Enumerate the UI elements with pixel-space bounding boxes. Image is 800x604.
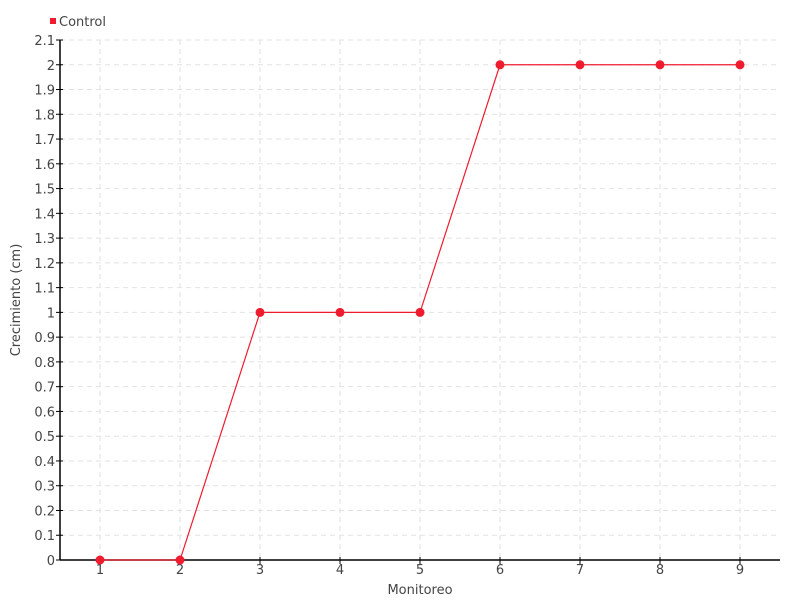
data-point [575, 60, 585, 70]
y-tick-label: 1.7 [34, 133, 55, 148]
data-point [175, 555, 185, 565]
x-axis-label: Monitoreo [387, 583, 452, 598]
y-tick-label: 0.1 [34, 529, 55, 544]
data-point [335, 307, 345, 317]
y-tick-label: 1.2 [34, 257, 55, 272]
y-tick-label: 1.1 [34, 282, 55, 297]
y-tick-label: 0.6 [34, 405, 55, 420]
data-point [735, 60, 745, 70]
y-tick-label: 1.8 [34, 108, 55, 123]
axes: 0 0.1 0.2 0.3 0.4 0.5 0.6 0.7 0.8 0.9 1 1.1 1.2 1.3 1.… [34, 34, 780, 578]
x-tick-label: 9 [736, 563, 744, 578]
data-point [495, 60, 505, 70]
legend-swatch [50, 18, 56, 24]
y-tick-label: 0 [47, 554, 55, 569]
y-tick-label: 1.9 [34, 84, 55, 99]
y-tick-label: 0.4 [34, 455, 55, 470]
y-tick-label: 1.5 [34, 183, 55, 198]
series [95, 60, 745, 565]
data-point [655, 60, 665, 70]
y-tick-label: 2 [47, 59, 55, 74]
y-tick-label: 2.1 [34, 34, 55, 49]
y-tick-label: 0.5 [34, 430, 55, 445]
y-tick-label: 0.2 [34, 504, 55, 519]
data-point [255, 307, 265, 317]
x-tick-label: 6 [496, 563, 504, 578]
y-tick-label: 1 [47, 306, 55, 321]
x-tick-label: 8 [656, 563, 664, 578]
y-tick-label: 0.7 [34, 381, 55, 396]
grid [60, 39, 780, 560]
legend-label: Control [59, 15, 106, 30]
x-tick-label: 3 [256, 563, 264, 578]
y-tick-label: 1.4 [34, 207, 55, 222]
y-tick-label: 1.6 [34, 158, 55, 173]
y-tick-label: 1.3 [34, 232, 55, 247]
y-tick-label: 0.3 [34, 480, 55, 495]
data-point [415, 307, 425, 317]
x-tick-label: 7 [576, 563, 584, 578]
y-axis-label: Crecimiento (cm) [9, 244, 24, 357]
y-tick-label: 0.9 [34, 331, 55, 346]
y-tick-label: 0.8 [34, 356, 55, 371]
x-tick-label: 1 [96, 563, 104, 578]
legend: Control [50, 15, 106, 30]
x-tick-label: 2 [176, 563, 184, 578]
x-tick-label: 5 [416, 563, 424, 578]
data-point [95, 555, 105, 565]
x-tick-label: 4 [336, 563, 344, 578]
